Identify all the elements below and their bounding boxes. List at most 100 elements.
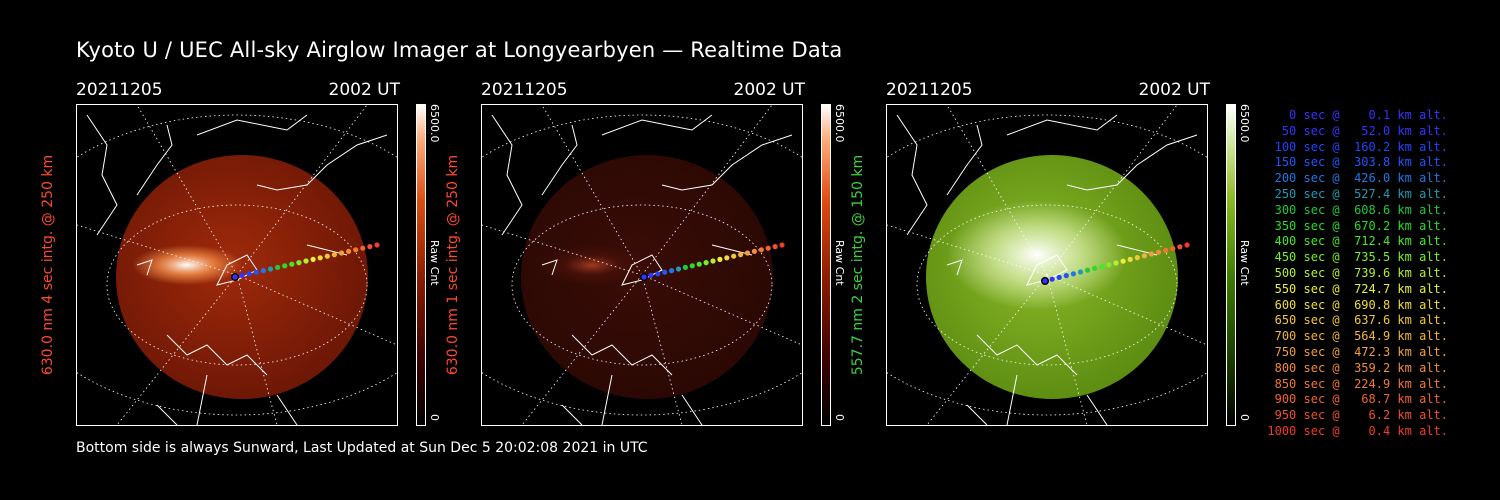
coastline — [86, 114, 388, 425]
panel-wavelength-label: 557.7 nm 2 sec intg. @ 150 km — [850, 154, 866, 376]
legend-entry: 150 sec @ 303.8 km alt. — [1274, 155, 1448, 170]
colorbar-unit-label: Raw Cnt — [833, 240, 846, 286]
allsky-image — [886, 104, 1208, 426]
imager-panel-2: 20211205 2002 UT — [445, 80, 881, 440]
colorbar-max-label: 6500.0 — [1238, 104, 1251, 143]
colorbar — [416, 104, 426, 426]
colorbar — [821, 104, 831, 426]
trajectory-point — [260, 268, 266, 274]
trajectory-point — [765, 245, 771, 251]
coastline — [491, 114, 793, 425]
trajectory-point — [303, 258, 309, 264]
legend-entry: 650 sec @ 637.6 km alt. — [1274, 313, 1448, 328]
trajectory-point — [710, 258, 716, 264]
imager-panel-1: 20211205 2002 UT — [40, 80, 476, 440]
trajectory-point — [360, 245, 366, 251]
trajectory-point — [1170, 246, 1176, 252]
trajectory-point — [324, 253, 330, 259]
trajectory-point — [1106, 262, 1112, 268]
map-grid — [77, 105, 397, 425]
trajectory-point — [1156, 249, 1162, 255]
map-grid — [482, 105, 802, 425]
trajectory-point — [1085, 267, 1091, 273]
colorbar-unit-label: Raw Cnt — [428, 240, 441, 286]
trajectory-point — [779, 242, 785, 248]
trajectory-point — [1120, 258, 1126, 264]
trajectory-point — [1134, 255, 1140, 261]
trajectory-point — [772, 244, 778, 250]
legend-entry: 200 sec @ 426.0 km alt. — [1274, 171, 1448, 186]
trajectory-legend: 0 sec @ 0.1 km alt. 50 sec @ 52.0 km alt.… — [1262, 108, 1448, 440]
trajectory-point — [353, 247, 359, 253]
trajectory-point — [1070, 271, 1076, 277]
legend-entry: 850 sec @ 224.9 km alt. — [1274, 376, 1448, 391]
trajectory-point — [282, 263, 288, 269]
panel-wavelength-label: 630.0 nm 4 sec intg. @ 250 km — [40, 154, 56, 376]
trajectory-point — [232, 274, 238, 280]
trajectory-point — [317, 255, 323, 261]
map-grid — [887, 105, 1207, 425]
legend-entry: 250 sec @ 527.4 km alt. — [1274, 186, 1448, 201]
colorbar-max-label: 6500.0 — [428, 104, 441, 143]
trajectory-point — [655, 271, 661, 277]
colorbar — [1226, 104, 1236, 426]
imager-panel-3: 20211205 2002 UT — [850, 80, 1286, 440]
trajectory-point — [1099, 264, 1105, 270]
trajectory-point — [1092, 265, 1098, 271]
legend-entry: 500 sec @ 739.6 km alt. — [1274, 265, 1448, 280]
trajectory-point — [1127, 256, 1133, 262]
trajectory-point — [758, 247, 764, 253]
panel-time: 2002 UT — [328, 80, 401, 100]
colorbar-min-label: 0 — [428, 414, 441, 421]
allsky-image — [481, 104, 803, 426]
colorbar-min-label: 0 — [1238, 414, 1251, 421]
legend-entry: 750 sec @ 472.3 km alt. — [1274, 344, 1448, 359]
trajectory-point — [367, 244, 373, 250]
aurora-glow — [537, 245, 647, 285]
trajectory-point — [1063, 273, 1069, 279]
trajectory-point — [338, 250, 345, 256]
panel-date: 20211205 — [76, 80, 163, 100]
trajectory-point — [1177, 244, 1183, 250]
footer-status: Bottom side is always Sunward, Last Upda… — [76, 440, 648, 456]
trajectory-point — [703, 260, 709, 266]
panel-time: 2002 UT — [1138, 80, 1211, 100]
trajectory-point — [253, 269, 259, 275]
trajectory-point — [275, 264, 281, 270]
legend-entry: 700 sec @ 564.9 km alt. — [1274, 329, 1448, 344]
legend-entry: 550 sec @ 724.7 km alt. — [1274, 281, 1448, 296]
trajectory-point — [1042, 278, 1048, 284]
trajectory-point — [751, 248, 757, 254]
legend-entry: 350 sec @ 670.2 km alt. — [1274, 218, 1448, 233]
allsky-image — [76, 104, 398, 426]
colorbar-unit-label: Raw Cnt — [1238, 240, 1251, 286]
trajectory-point — [724, 255, 730, 261]
panel-date: 20211205 — [886, 80, 973, 100]
trajectory-point — [641, 274, 647, 280]
trajectory-point — [669, 268, 675, 274]
colorbar-min-label: 0 — [833, 414, 846, 421]
trajectory-point — [1163, 247, 1169, 253]
trajectory-point — [1049, 276, 1055, 282]
trajectory-point — [682, 264, 688, 270]
legend-entry: 900 sec @ 68.7 km alt. — [1274, 392, 1448, 407]
legend-entry: 0 sec @ 0.1 km alt. — [1289, 108, 1448, 122]
trajectory-point — [696, 261, 702, 267]
colorbar-max-label: 6500.0 — [833, 104, 846, 143]
trajectory-point — [289, 261, 295, 267]
trajectory-point — [1148, 251, 1155, 257]
trajectory-point — [738, 252, 744, 258]
trajectory-point — [374, 242, 380, 248]
trajectory-point — [675, 266, 682, 272]
trajectory-point — [689, 263, 695, 269]
legend-entry: 50 sec @ 52.0 km alt. — [1281, 123, 1448, 138]
trajectory-point — [267, 266, 274, 272]
trajectory-point — [717, 256, 723, 262]
page-title: Kyoto U / UEC All-sky Airglow Imager at … — [76, 38, 843, 62]
aurora-glow — [132, 245, 242, 285]
trajectory-point — [296, 260, 302, 266]
legend-entry: 100 sec @ 160.2 km alt. — [1274, 139, 1448, 154]
trajectory-point — [346, 248, 352, 254]
coastline — [896, 114, 1198, 425]
trajectory-point — [1141, 253, 1147, 259]
